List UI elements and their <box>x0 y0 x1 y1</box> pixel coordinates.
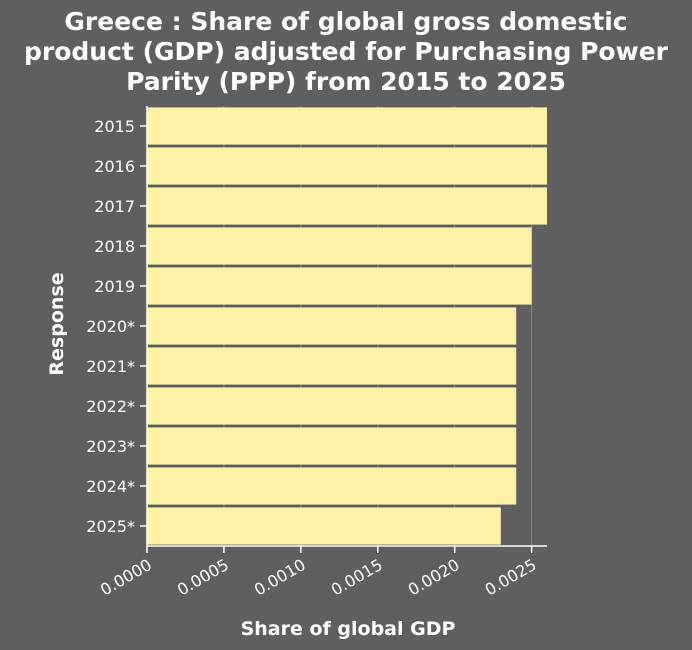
y-tick-label: 2021* <box>86 357 135 376</box>
x-tick-label: 0.0010 <box>251 555 309 599</box>
bar <box>147 107 547 145</box>
x-tick-label: 0.0020 <box>405 555 463 599</box>
y-tick-label: 2022* <box>86 397 135 416</box>
y-tick-label: 2015 <box>94 117 135 136</box>
y-axis-title: Response <box>46 272 68 375</box>
bars <box>147 107 547 545</box>
chart-title-line-1: Greece : Share of global gross domestic <box>64 7 627 36</box>
bar <box>147 467 517 505</box>
y-tick-label: 2017 <box>94 197 135 216</box>
chart-title-line-2: product (GDP) adjusted for Purchasing Po… <box>24 37 669 66</box>
x-tick-label: 0.0025 <box>482 555 540 599</box>
bar <box>147 347 517 385</box>
bar <box>147 267 532 305</box>
bar <box>147 307 517 345</box>
x-axis-title: Share of global GDP <box>241 618 456 640</box>
bar <box>147 187 547 225</box>
bar <box>147 427 517 465</box>
y-tick-label: 2018 <box>94 237 135 256</box>
chart-title-line-3: Parity (PPP) from 2015 to 2025 <box>126 67 566 96</box>
y-tick-label: 2019 <box>94 277 135 296</box>
bar <box>147 387 517 425</box>
x-tick-label: 0.0015 <box>328 555 386 599</box>
y-tick-label: 2025* <box>86 517 135 536</box>
bar <box>147 227 532 265</box>
bar <box>147 147 547 185</box>
y-tick-label: 2023* <box>86 437 135 456</box>
y-tick-label: 2020* <box>86 317 135 336</box>
x-tick-label: 0.0005 <box>174 555 232 599</box>
y-tick-label: 2016 <box>94 157 135 176</box>
x-tick-label: 0.0000 <box>97 555 155 599</box>
bar <box>147 507 501 545</box>
y-tick-label: 2024* <box>86 477 135 496</box>
